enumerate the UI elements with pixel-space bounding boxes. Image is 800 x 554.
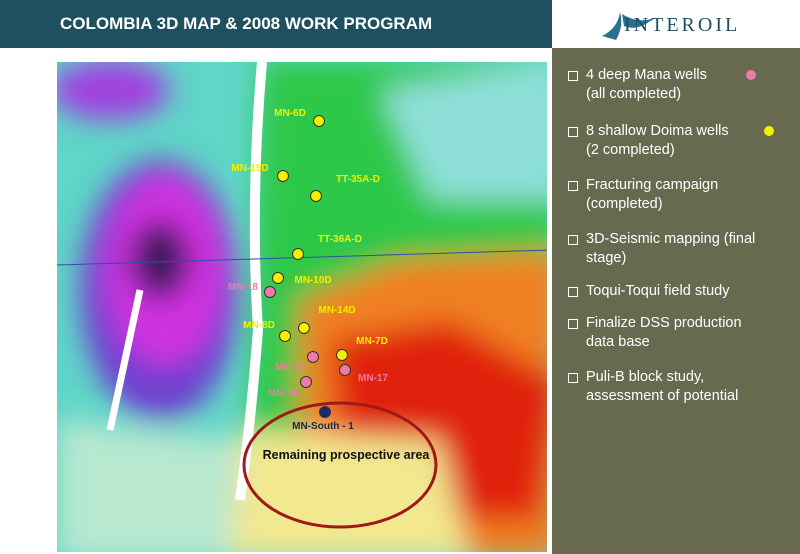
well-label: MN-18 <box>228 282 258 293</box>
well-label: MN-7D <box>356 336 388 347</box>
logo-shape <box>602 12 654 40</box>
well-label: MN-13 <box>275 362 305 373</box>
bullet-text: 4 deep Mana wells (all completed) <box>586 66 707 104</box>
well-label: MN-17 <box>358 373 388 384</box>
bullet-line: Fracturing campaign <box>586 177 719 193</box>
well-marker <box>313 115 325 127</box>
bullet-line: Toqui-Toqui field study <box>586 283 730 299</box>
well-label: MN-14D <box>318 305 355 316</box>
bullet-line: 8 shallow Doima wells <box>586 123 729 139</box>
bullet: Fracturing campaign (completed) <box>568 176 718 214</box>
well-marker <box>298 322 310 334</box>
bullet: Puli-B block study, assessment of potenti… <box>568 368 738 406</box>
well-marker <box>310 190 322 202</box>
bullet-text: Fracturing campaign (completed) <box>586 176 718 214</box>
bullet-box <box>568 235 578 245</box>
bullet-line: Puli-B block study, <box>586 369 705 385</box>
well-marker <box>272 272 284 284</box>
river <box>106 289 144 431</box>
bullet: Toqui-Toqui field study <box>568 282 729 301</box>
bullet-line: (all completed) <box>586 86 682 102</box>
bullet-line: 3D-Seismic mapping (final <box>586 231 756 247</box>
bullet-box <box>568 319 578 329</box>
bullet-line: assessment of potential <box>586 388 739 404</box>
logo-text: INTEROIL <box>624 14 741 36</box>
bullet-box <box>568 287 578 297</box>
well-marker <box>307 351 319 363</box>
bullet-text: Puli-B block study, assessment of potenti… <box>586 368 738 406</box>
well-label: TT-36A-D <box>318 234 362 245</box>
well-marker <box>319 406 331 418</box>
pale-zone <box>57 420 240 552</box>
bullet: 4 deep Mana wells (all completed) <box>568 66 756 104</box>
well-label: MN-10D <box>294 275 331 286</box>
map-surface <box>57 62 547 552</box>
bullet: 8 shallow Doima wells (2 completed) <box>568 122 774 160</box>
bullet-line: (2 completed) <box>586 142 675 158</box>
map-colors <box>57 62 547 552</box>
bullet-box <box>568 373 578 383</box>
well-label: MN-6D <box>274 108 306 119</box>
bullet-marker <box>764 126 774 136</box>
well-marker <box>264 286 276 298</box>
well-label: MN-8D <box>243 320 275 331</box>
bullet-text: Finalize DSS production data base <box>586 314 742 352</box>
dark-zone <box>130 220 190 300</box>
map: MN-6D MN-15D TT-35A-D TT-36A-D MN-10D MN-18 MN… <box>57 62 547 552</box>
yellow-zone <box>230 430 468 552</box>
well-marker <box>300 376 312 388</box>
well-marker <box>292 248 304 260</box>
well-marker <box>339 364 351 376</box>
bullet-box <box>568 181 578 191</box>
well-label: MN-South - 1 <box>292 421 354 432</box>
header-title: COLOMBIA 3D MAP & 2008 WORK PROGRAM <box>0 0 552 48</box>
well-label: TT-35A-D <box>336 174 380 185</box>
well-marker <box>279 330 291 342</box>
area-label: Remaining prospective area <box>263 448 431 462</box>
line <box>57 249 547 266</box>
bullet-box <box>568 127 578 137</box>
bullet-text: 8 shallow Doima wells (2 completed) <box>586 122 729 160</box>
top-purple <box>57 62 170 120</box>
bullet: Finalize DSS production data base <box>568 314 742 352</box>
well-marker <box>336 349 348 361</box>
bullet: 3D-Seismic mapping (final stage) <box>568 230 755 268</box>
logo-icon <box>602 12 654 40</box>
well-label: MN-15D <box>231 163 268 174</box>
well-label: MN-16 <box>268 388 298 399</box>
bullet-panel: 4 deep Mana wells (all completed) 8 shallo… <box>552 48 800 554</box>
logo: INTEROIL <box>552 0 800 48</box>
prospect-ellipse <box>242 401 438 529</box>
bullet-line: data base <box>586 334 650 350</box>
bullet-line: (completed) <box>586 196 663 212</box>
bullet-box <box>568 71 578 81</box>
bullet-line: Finalize DSS production <box>586 315 742 331</box>
bullet-marker <box>746 70 756 80</box>
bullet-text: Toqui-Toqui field study <box>586 282 729 301</box>
well-marker <box>277 170 289 182</box>
bullet-line: stage) <box>586 250 627 266</box>
bullet-line: 4 deep Mana wells <box>586 67 707 83</box>
cyan-zone <box>380 62 547 200</box>
bullet-text: 3D-Seismic mapping (final stage) <box>586 230 755 268</box>
